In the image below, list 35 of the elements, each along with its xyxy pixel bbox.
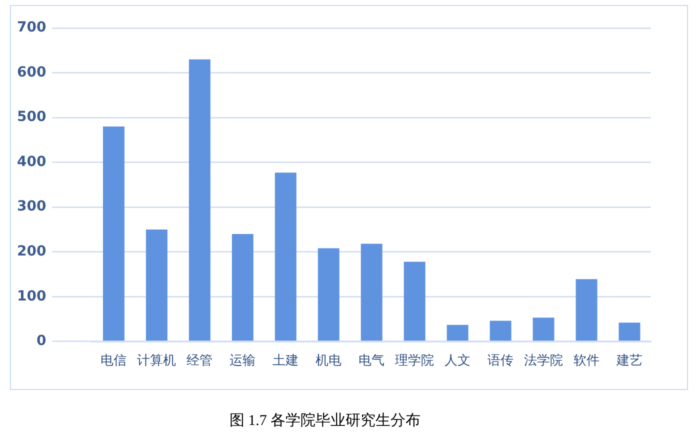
bar xyxy=(188,59,210,341)
x-tick-label: 法学院 xyxy=(524,354,564,369)
y-tick-label: 0 xyxy=(36,333,46,350)
bar xyxy=(232,234,254,341)
x-tick-label: 经管 xyxy=(186,354,213,369)
bar xyxy=(318,248,340,341)
x-tick-label: 运输 xyxy=(230,354,256,369)
x-tick-label: 建艺 xyxy=(616,354,643,369)
bar xyxy=(532,318,554,341)
bar xyxy=(360,244,382,341)
bar xyxy=(618,322,640,341)
bar xyxy=(146,229,168,341)
y-tick-label: 100 xyxy=(16,288,46,304)
x-tick-label: 电气 xyxy=(358,354,385,369)
x-tick-label: 机电 xyxy=(316,354,342,369)
bar xyxy=(576,279,598,341)
y-tick-label: 300 xyxy=(16,198,46,215)
y-tick-label: 500 xyxy=(16,109,46,126)
x-tick-label: 计算机 xyxy=(137,354,176,369)
y-tick-label: 400 xyxy=(16,154,46,170)
bar xyxy=(274,172,296,341)
bar xyxy=(446,324,468,341)
x-tick-label: 语传 xyxy=(488,354,514,369)
x-tick-label: 土建 xyxy=(272,354,299,369)
x-tick-label: 电信 xyxy=(100,354,127,369)
x-tick-label: 理学院 xyxy=(395,354,434,369)
bar xyxy=(404,262,426,341)
bar xyxy=(102,126,124,341)
x-tick-label: 软件 xyxy=(574,354,600,369)
y-tick-label: 200 xyxy=(16,244,46,260)
y-tick-label: 700 xyxy=(16,20,46,36)
x-tick-label: 人文 xyxy=(444,354,471,369)
bar xyxy=(490,320,512,341)
text: 图 1.7 各学院毕业研究生分布 xyxy=(228,412,422,430)
y-tick-label: 600 xyxy=(16,64,46,80)
